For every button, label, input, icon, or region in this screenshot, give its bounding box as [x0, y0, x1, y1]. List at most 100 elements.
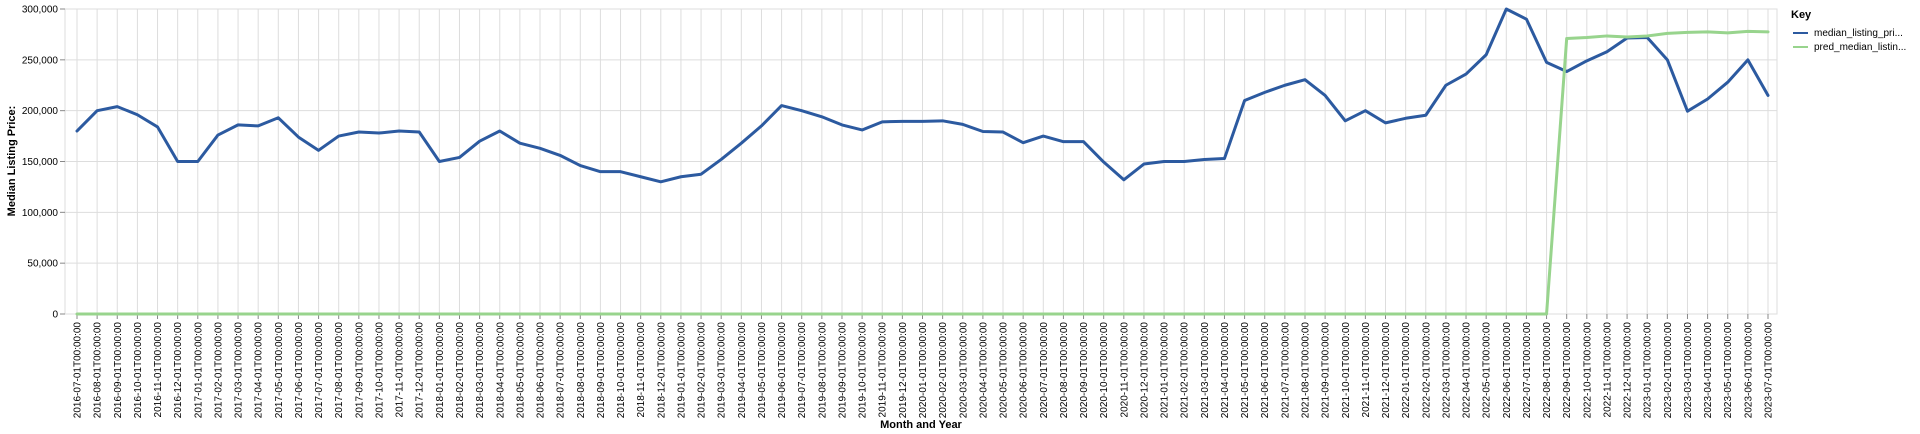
x-tick-label: 2023-03-01T00:00:00 [1683, 322, 1694, 419]
x-tick-label: 2019-01-01T00:00:00 [676, 322, 687, 419]
x-tick-label: 2020-03-01T00:00:00 [958, 322, 969, 419]
x-tick-label: 2016-08-01T00:00:00 [93, 322, 104, 419]
x-tick-label: 2022-04-01T00:00:00 [1462, 322, 1473, 419]
legend-label-median: median_listing_pri... [1814, 28, 1903, 39]
x-tick-label: 2021-09-01T00:00:00 [1321, 322, 1332, 419]
y-tick-label: 50,000 [27, 259, 58, 270]
legend-title: Key [1791, 9, 1812, 21]
x-axis: 2016-07-01T00:00:00 2016-08-01T00:00:00 20… [73, 314, 1775, 418]
x-tick-label: 2017-04-01T00:00:00 [254, 322, 265, 419]
x-tick-label: 2022-10-01T00:00:00 [1582, 322, 1593, 419]
x-tick-label: 2023-01-01T00:00:00 [1643, 322, 1654, 419]
x-tick-label: 2017-03-01T00:00:00 [234, 322, 245, 419]
x-tick-label: 2022-11-01T00:00:00 [1602, 322, 1613, 418]
x-tick-label: 2016-10-01T00:00:00 [133, 322, 144, 419]
x-tick-label: 2022-01-01T00:00:00 [1401, 322, 1412, 419]
x-tick-label: 2020-09-01T00:00:00 [1079, 322, 1090, 419]
y-tick-label: 0 [52, 310, 58, 321]
legend-label-pred: pred_median_listin... [1814, 42, 1906, 53]
x-tick-label: 2021-12-01T00:00:00 [1381, 322, 1392, 419]
x-tick-label: 2018-01-01T00:00:00 [435, 322, 446, 419]
x-tick-label: 2022-05-01T00:00:00 [1482, 322, 1493, 419]
x-tick-label: 2021-04-01T00:00:00 [1220, 322, 1231, 419]
x-tick-label: 2017-11-01T00:00:00 [395, 322, 406, 418]
y-tick-label: 200,000 [22, 106, 59, 117]
x-tick-label: 2020-12-01T00:00:00 [1139, 322, 1150, 419]
y-axis-title: Median Listing Price: [6, 106, 18, 217]
x-tick-label: 2016-12-01T00:00:00 [173, 322, 184, 419]
x-tick-label: 2018-09-01T00:00:00 [596, 322, 607, 419]
x-tick-label: 2018-07-01T00:00:00 [556, 322, 567, 419]
x-tick-label: 2016-09-01T00:00:00 [113, 322, 124, 419]
x-tick-label: 2020-02-01T00:00:00 [938, 322, 949, 419]
x-tick-label: 2018-04-01T00:00:00 [495, 322, 506, 419]
x-tick-label: 2019-03-01T00:00:00 [717, 322, 728, 419]
x-tick-label: 2021-01-01T00:00:00 [1160, 322, 1171, 419]
x-tick-label: 2018-11-01T00:00:00 [636, 322, 647, 418]
series-lines [75, 7, 1770, 316]
x-tick-label: 2023-05-01T00:00:00 [1723, 322, 1734, 419]
x-tick-label: 2019-07-01T00:00:00 [797, 322, 808, 419]
x-tick-label: 2021-03-01T00:00:00 [1200, 322, 1211, 419]
x-tick-label: 2018-12-01T00:00:00 [656, 322, 667, 419]
x-tick-label: 2019-06-01T00:00:00 [777, 322, 788, 419]
x-tick-label: 2022-03-01T00:00:00 [1441, 322, 1452, 419]
x-tick-label: 2023-02-01T00:00:00 [1663, 322, 1674, 419]
x-tick-label: 2022-07-01T00:00:00 [1522, 322, 1533, 419]
x-tick-label: 2020-08-01T00:00:00 [1059, 322, 1070, 419]
x-tick-label: 2021-08-01T00:00:00 [1300, 322, 1311, 419]
y-tick-label: 300,000 [22, 5, 59, 16]
x-tick-label: 2021-11-01T00:00:00 [1361, 322, 1372, 418]
x-tick-label: 2020-01-01T00:00:00 [918, 322, 929, 419]
x-tick-label: 2017-08-01T00:00:00 [334, 322, 345, 419]
x-tick-label: 2019-11-01T00:00:00 [878, 322, 889, 418]
x-tick-label: 2023-07-01T00:00:00 [1764, 322, 1775, 419]
y-tick-label: 250,000 [22, 55, 59, 66]
x-tick-label: 2019-02-01T00:00:00 [697, 322, 708, 419]
series-line-1 [75, 29, 1770, 316]
x-tick-label: 2022-02-01T00:00:00 [1421, 322, 1432, 419]
x-tick-label: 2018-03-01T00:00:00 [475, 322, 486, 419]
x-tick-label: 2017-01-01T00:00:00 [193, 322, 204, 419]
plot-area: 0 50,000 100,000 150,000 200,000 250,000 300,0… [22, 5, 1778, 418]
x-axis-title: Month and Year [880, 419, 962, 431]
x-tick-label: 2022-08-01T00:00:00 [1542, 322, 1553, 419]
x-tick-label: 2021-06-01T00:00:00 [1260, 322, 1271, 419]
x-tick-label: 2021-10-01T00:00:00 [1341, 322, 1352, 419]
x-tick-label: 2019-10-01T00:00:00 [858, 322, 869, 419]
x-tick-label: 2019-05-01T00:00:00 [757, 322, 768, 419]
x-tick-label: 2023-04-01T00:00:00 [1703, 322, 1714, 419]
x-tick-label: 2020-10-01T00:00:00 [1099, 322, 1110, 419]
series-line-0 [75, 7, 1770, 184]
x-tick-label: 2016-11-01T00:00:00 [153, 322, 164, 418]
x-tick-label: 2022-06-01T00:00:00 [1502, 322, 1513, 419]
x-tick-label: 2022-09-01T00:00:00 [1562, 322, 1573, 419]
x-tick-label: 2020-05-01T00:00:00 [999, 322, 1010, 419]
y-tick-label: 150,000 [22, 157, 59, 168]
y-axis: 0 50,000 100,000 150,000 200,000 250,000 300,0… [22, 5, 65, 321]
x-tick-label: 2019-12-01T00:00:00 [898, 322, 909, 419]
x-tick-label: 2019-08-01T00:00:00 [817, 322, 828, 419]
x-tick-label: 2017-10-01T00:00:00 [374, 322, 385, 419]
x-tick-label: 2018-02-01T00:00:00 [455, 322, 466, 419]
x-tick-label: 2017-09-01T00:00:00 [354, 322, 365, 419]
x-tick-label: 2022-12-01T00:00:00 [1623, 322, 1634, 419]
x-tick-label: 2018-05-01T00:00:00 [515, 322, 526, 419]
x-tick-label: 2021-07-01T00:00:00 [1280, 322, 1291, 419]
x-tick-label: 2020-06-01T00:00:00 [1019, 322, 1030, 419]
x-tick-label: 2020-07-01T00:00:00 [1039, 322, 1050, 419]
x-tick-label: 2017-06-01T00:00:00 [294, 322, 305, 419]
x-tick-label: 2019-04-01T00:00:00 [737, 322, 748, 419]
x-tick-label: 2020-11-01T00:00:00 [1119, 322, 1130, 418]
x-tick-label: 2017-07-01T00:00:00 [314, 322, 325, 419]
x-tick-label: 2018-06-01T00:00:00 [536, 322, 547, 419]
x-tick-label: 2020-04-01T00:00:00 [978, 322, 989, 419]
y-tick-label: 100,000 [22, 208, 59, 219]
x-tick-label: 2018-08-01T00:00:00 [576, 322, 587, 419]
x-tick-label: 2019-09-01T00:00:00 [837, 322, 848, 419]
x-tick-label: 2017-02-01T00:00:00 [213, 322, 224, 419]
x-tick-label: 2018-10-01T00:00:00 [616, 322, 627, 419]
x-tick-label: 2016-07-01T00:00:00 [73, 322, 84, 419]
x-tick-label: 2017-05-01T00:00:00 [274, 322, 285, 419]
